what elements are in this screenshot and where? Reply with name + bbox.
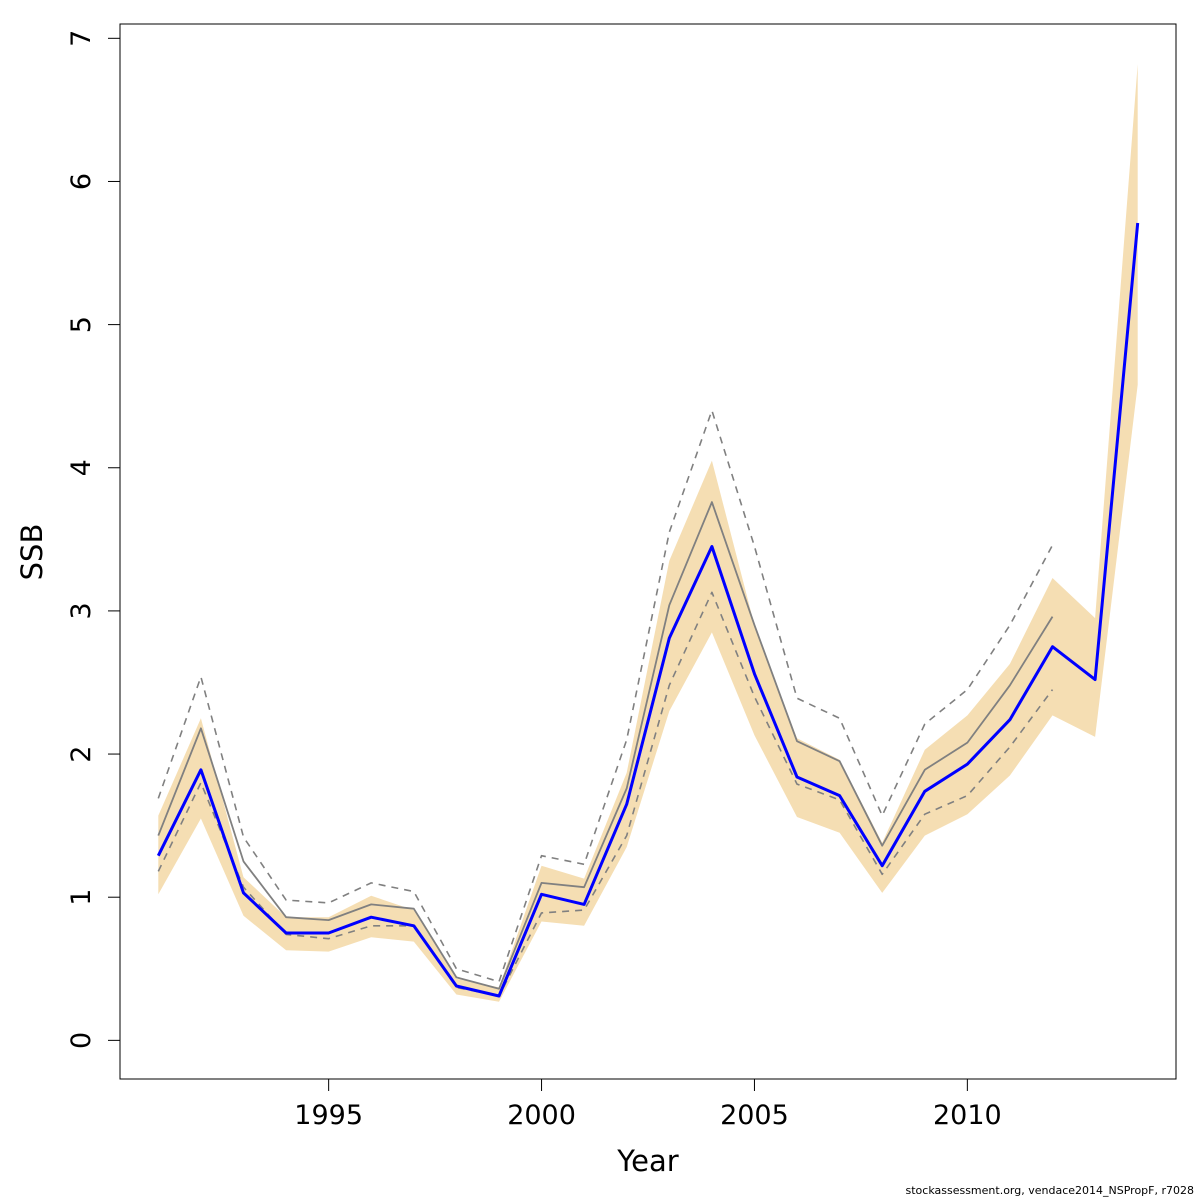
footer-credit: stockassessment.org, vendace2014_NSPropF… [905,1184,1195,1197]
y-tick-label: 2 [66,746,97,763]
x-axis-title: Year [616,1144,678,1178]
y-tick-label: 1 [66,889,97,906]
y-tick-label: 0 [66,1032,97,1049]
x-tick-label: 2005 [720,1100,789,1131]
x-tick-label: 2000 [507,1100,576,1131]
y-tick-label: 4 [66,459,97,476]
previous-upper-ci-line [157,409,1054,983]
y-tick-label: 5 [66,316,97,333]
x-tick-label: 1995 [294,1100,363,1131]
y-axis: 0 1 2 3 4 5 6 7 [66,30,121,1049]
plot-area [156,64,1140,1002]
x-tick-label: 2010 [933,1100,1002,1131]
y-tick-label: 6 [66,173,97,190]
y-tick-label: 3 [66,602,97,619]
confidence-band [158,64,1138,1002]
y-axis-title: SSB [15,524,49,581]
x-axis: 1995 2000 2005 2010 [294,1078,1002,1131]
previous-estimate-line [157,501,1054,990]
ssb-estimate-line [156,222,1140,998]
previous-lower-ci-line [157,591,1054,997]
y-tick-label: 7 [66,30,97,47]
